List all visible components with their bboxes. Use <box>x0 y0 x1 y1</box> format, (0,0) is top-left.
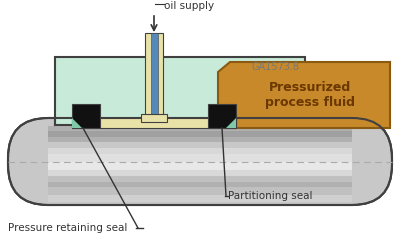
Bar <box>72 118 236 128</box>
Bar <box>55 57 305 125</box>
Bar <box>48 148 352 154</box>
Bar <box>48 131 352 137</box>
Bar <box>48 176 352 182</box>
Bar <box>72 104 100 128</box>
Bar <box>48 187 352 195</box>
Bar <box>145 33 163 118</box>
Polygon shape <box>72 118 82 128</box>
Text: From pressurized
oil supply: From pressurized oil supply <box>164 0 254 11</box>
Bar <box>48 170 352 176</box>
Bar <box>48 182 352 187</box>
Bar <box>48 142 352 148</box>
Bar <box>151 33 158 118</box>
Text: Partitioning seal: Partitioning seal <box>228 191 312 201</box>
FancyBboxPatch shape <box>8 118 392 205</box>
Bar <box>48 154 352 162</box>
Bar <box>48 137 352 142</box>
Text: Pressure retaining seal: Pressure retaining seal <box>8 223 127 233</box>
Bar <box>48 195 352 202</box>
Polygon shape <box>218 62 390 128</box>
Bar <box>48 120 352 126</box>
Text: GA1573.8: GA1573.8 <box>252 62 300 72</box>
Bar <box>141 114 167 122</box>
Bar <box>48 162 352 170</box>
Polygon shape <box>226 118 236 128</box>
Bar <box>48 126 352 131</box>
Bar <box>208 104 236 128</box>
Text: Pressurized
process fluid: Pressurized process fluid <box>265 81 355 109</box>
